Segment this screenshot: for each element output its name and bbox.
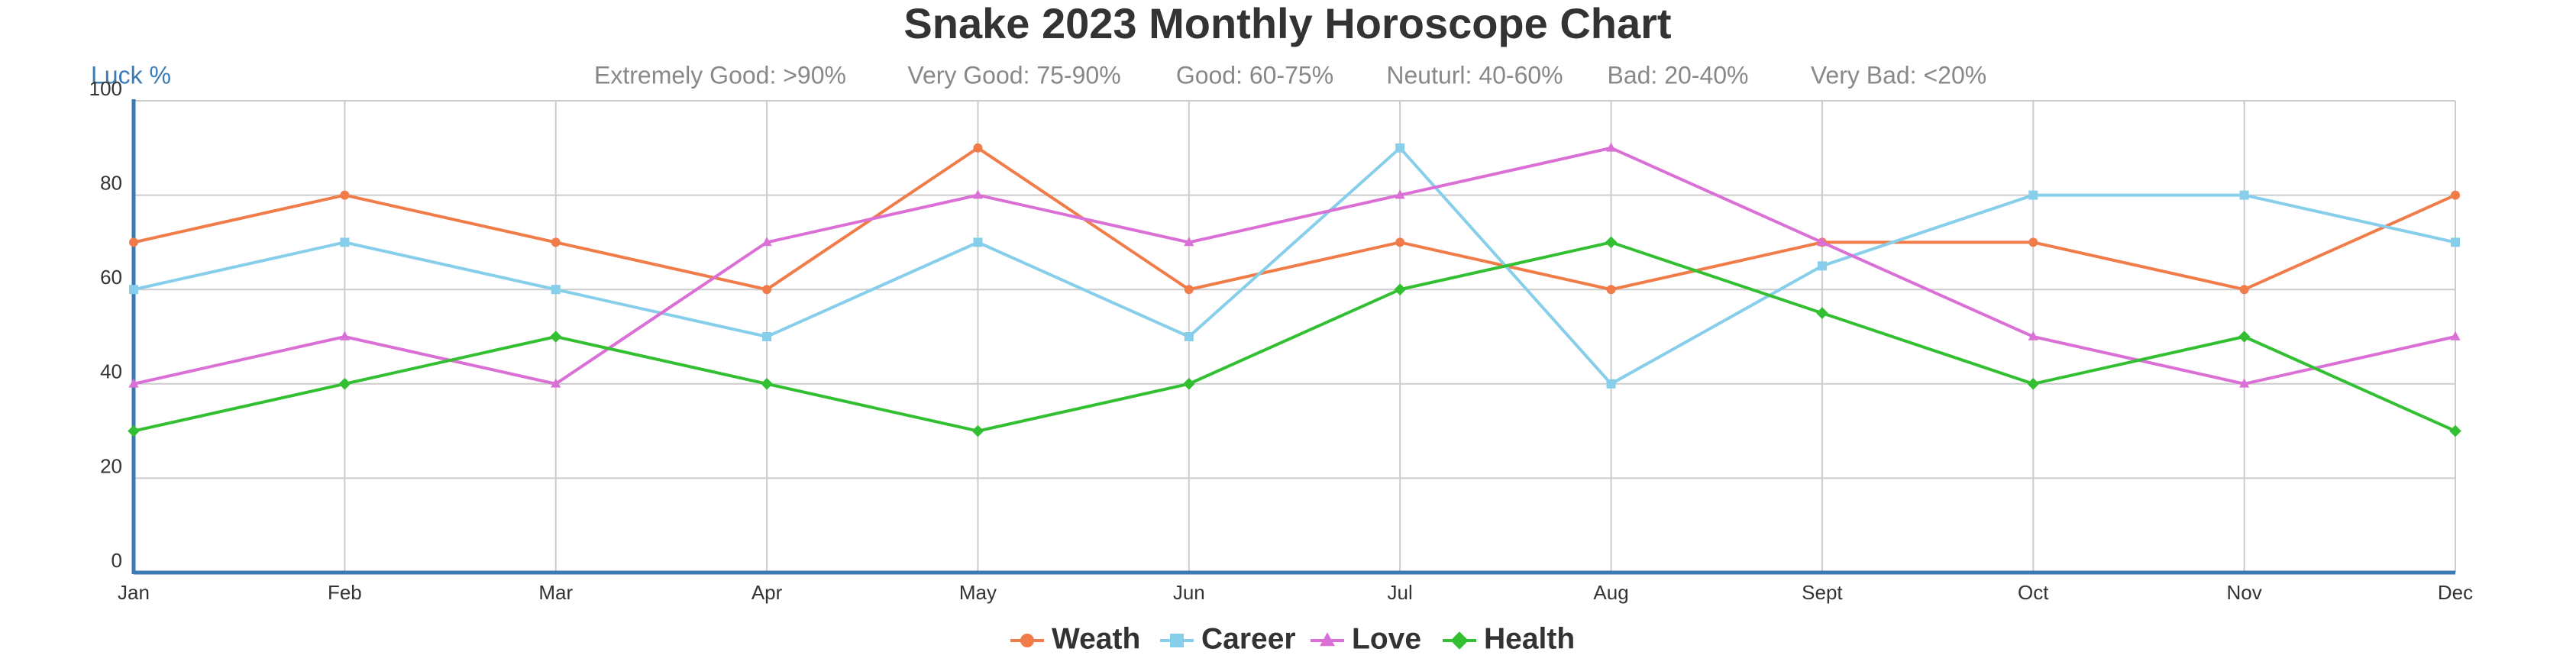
x-tick-label: Aug: [1593, 581, 1628, 604]
data-point: [1817, 261, 1827, 271]
data-point: [1394, 283, 1406, 295]
data-point: [1395, 189, 1405, 199]
data-point: [1606, 285, 1616, 295]
data-point: [1395, 143, 1405, 153]
y-tick-label: 80: [100, 171, 122, 194]
y-axis-label: Luck %: [91, 61, 171, 89]
data-point: [128, 424, 140, 437]
data-point: [1184, 285, 1194, 295]
data-point: [2451, 190, 2460, 200]
data-point: [971, 424, 984, 437]
data-point: [762, 332, 772, 341]
y-tick-label: 40: [100, 360, 122, 383]
x-tick-label: Jun: [1173, 581, 1205, 604]
rating-label: Very Good: 75-90%: [907, 61, 1120, 89]
data-point: [128, 378, 139, 388]
data-point: [551, 285, 561, 295]
data-point: [549, 331, 562, 343]
series-line: [133, 240, 2456, 433]
y-tick-label: 20: [100, 454, 122, 477]
data-point: [1816, 307, 1828, 319]
data-point: [551, 378, 561, 388]
data-point: [1395, 237, 1405, 247]
data-point: [2239, 378, 2250, 388]
y-tick-label: 100: [89, 77, 122, 100]
legend-marker: [1450, 631, 1469, 650]
legend-marker: [1320, 632, 1335, 647]
data-point: [338, 378, 351, 390]
data-point: [551, 237, 561, 247]
data-point: [762, 285, 772, 295]
x-tick-label: Dec: [2438, 581, 2473, 604]
data-point: [2451, 237, 2460, 247]
data-point: [2450, 331, 2461, 340]
data-point: [1605, 142, 1617, 152]
x-tick-label: Sept: [1802, 581, 1843, 604]
rating-label: Extremely Good: >90%: [594, 61, 846, 89]
chart-title: Snake 2023 Monthly Horoscope Chart: [903, 0, 1671, 47]
data-point: [761, 378, 773, 390]
legend-label: Weath: [1052, 622, 1140, 655]
rating-label: Bad: 20-40%: [1607, 61, 1748, 89]
x-tick-label: Jul: [1388, 581, 1413, 604]
data-point: [129, 285, 138, 295]
series-line: [133, 145, 2456, 386]
data-point: [1184, 237, 1194, 247]
legend-label: Love: [1352, 622, 1421, 655]
data-point: [129, 237, 138, 247]
data-point: [973, 237, 983, 247]
legend-marker: [1020, 634, 1034, 647]
data-point: [2239, 285, 2249, 295]
legend-marker: [1170, 634, 1184, 647]
x-tick-label: Apr: [751, 581, 783, 604]
x-tick-label: Nov: [2227, 581, 2262, 604]
data-point: [340, 237, 350, 247]
x-tick-label: Jan: [118, 581, 150, 604]
data-point: [1183, 378, 1195, 390]
data-point: [2239, 190, 2249, 200]
y-tick-label: 0: [112, 549, 122, 572]
data-point: [2028, 331, 2038, 340]
legend-label: Career: [1201, 622, 1296, 655]
data-point: [1817, 237, 1828, 247]
data-point: [973, 143, 983, 153]
y-tick-label: 60: [100, 266, 122, 289]
rating-label: Good: 60-75%: [1176, 61, 1333, 89]
data-point: [2028, 190, 2038, 200]
rating-label: Very Bad: <20%: [1811, 61, 1986, 89]
x-tick-label: Feb: [328, 581, 362, 604]
data-point: [2449, 424, 2461, 437]
x-tick-label: Oct: [2018, 581, 2049, 604]
data-point: [340, 190, 350, 200]
rating-label: Neuturl: 40-60%: [1386, 61, 1563, 89]
data-point: [1605, 236, 1618, 249]
x-tick-label: Mar: [538, 581, 573, 604]
data-point: [972, 189, 984, 199]
data-point: [339, 331, 350, 340]
legend-label: Health: [1484, 622, 1575, 655]
series-line: [133, 146, 2456, 292]
data-point: [2027, 378, 2040, 390]
x-tick-label: May: [959, 581, 997, 604]
data-point: [761, 237, 772, 247]
data-point: [1184, 332, 1194, 341]
series-line: [133, 146, 2456, 386]
data-point: [1606, 379, 1616, 389]
data-point: [2028, 237, 2038, 247]
data-point: [2238, 331, 2251, 343]
